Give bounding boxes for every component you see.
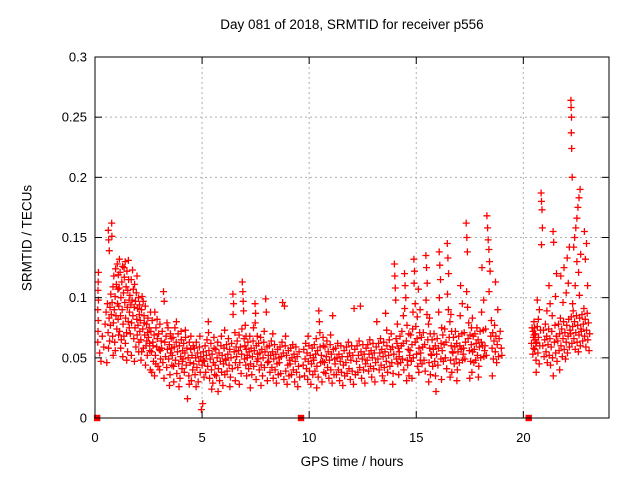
x-tick-label: 10 bbox=[302, 430, 316, 445]
data-points bbox=[94, 96, 594, 414]
x-tick-label: 0 bbox=[91, 430, 98, 445]
y-axis-label: SRMTID / TECUs bbox=[19, 184, 35, 292]
x-tick-label: 20 bbox=[516, 430, 530, 445]
y-tick-label: 0.15 bbox=[62, 230, 87, 245]
y-tick-label: 0 bbox=[80, 411, 87, 426]
y-tick-label: 0.05 bbox=[62, 350, 87, 365]
y-tick-label: 0.25 bbox=[62, 110, 87, 125]
y-tick-label: 0.2 bbox=[69, 170, 87, 185]
x-tick-label: 15 bbox=[409, 430, 423, 445]
y-tick-label: 0.3 bbox=[69, 50, 87, 65]
x-axis-label: GPS time / hours bbox=[300, 454, 404, 469]
chart-title: Day 081 of 2018, SRMTID for receiver p55… bbox=[220, 17, 484, 32]
x-tick-label: 5 bbox=[198, 430, 205, 445]
y-tick-label: 0.1 bbox=[69, 290, 87, 305]
